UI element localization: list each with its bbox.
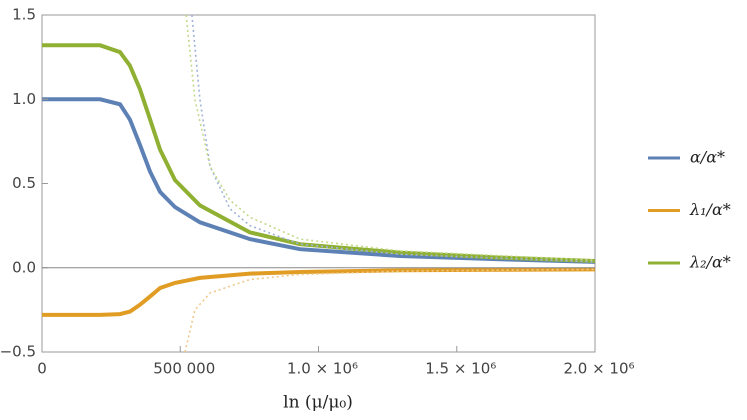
series-line xyxy=(42,97,595,264)
plot-frame xyxy=(41,14,596,353)
dotted-line xyxy=(184,268,595,352)
x-tick-label: 1.0 × 10⁶ xyxy=(287,360,358,378)
x-tick-label: 1.5 × 10⁶ xyxy=(425,360,496,378)
y-tick-label: 1.5 xyxy=(12,6,36,24)
x-tick-label: 2.0 × 10⁶ xyxy=(563,360,634,378)
dotted-line xyxy=(191,15,595,263)
y-tick-label: 0.0 xyxy=(12,258,36,276)
y-tick-label: −0.5 xyxy=(0,343,36,361)
x-tick-label: 0 xyxy=(37,360,47,378)
legend-label: α/α* xyxy=(690,148,725,167)
legend-label: λ₂/α* xyxy=(689,253,731,272)
series-line xyxy=(42,267,595,317)
dotted-line xyxy=(185,15,595,261)
y-tick-label: 1.0 xyxy=(12,90,36,108)
series-line xyxy=(42,43,595,263)
y-tick-label: 0.5 xyxy=(12,174,36,192)
plot-area xyxy=(42,15,595,352)
x-tick-label: 500 000 xyxy=(153,360,215,378)
x-axis-label: ln (μ/μ₀) xyxy=(283,393,353,413)
legend-label: λ₁/α* xyxy=(689,200,731,219)
